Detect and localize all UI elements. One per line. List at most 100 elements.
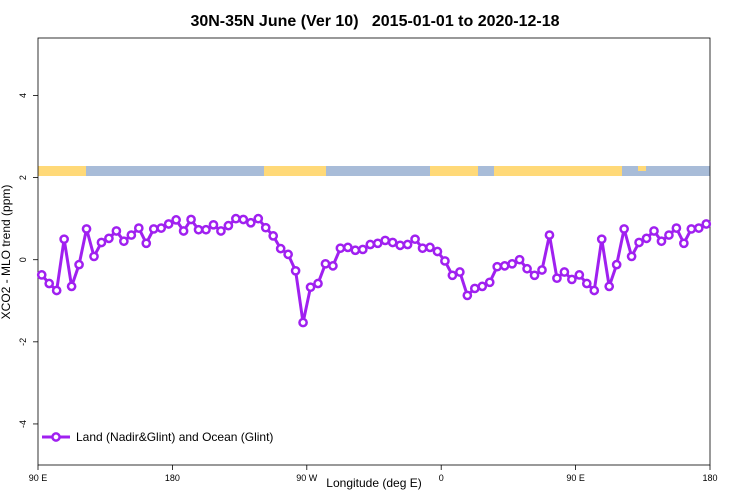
chart-title: 30N-35N June (Ver 10) 2015-01-01 to 2020… bbox=[190, 13, 559, 30]
data-point bbox=[104, 233, 114, 244]
legend-marker bbox=[51, 432, 61, 442]
legend-label: Land (Nadir&Glint) and Ocean (Glint) bbox=[76, 430, 273, 444]
data-point bbox=[402, 239, 413, 250]
y-tick-label: 2 bbox=[18, 175, 28, 180]
data-point bbox=[455, 267, 465, 277]
series-line bbox=[40, 216, 707, 323]
data-point bbox=[634, 237, 644, 248]
data-point bbox=[335, 243, 346, 254]
data-point bbox=[693, 223, 704, 233]
y-tick-label: -4 bbox=[18, 420, 28, 428]
data-point bbox=[522, 263, 532, 274]
data-point bbox=[649, 226, 659, 236]
x-tick-label: 90 E bbox=[29, 473, 48, 483]
data-point bbox=[81, 224, 92, 234]
data-point bbox=[283, 249, 293, 260]
data-point bbox=[604, 281, 615, 292]
data-point bbox=[544, 230, 555, 240]
data-point bbox=[74, 259, 84, 270]
data-point bbox=[59, 234, 69, 245]
data-point bbox=[350, 245, 361, 256]
data-point bbox=[499, 261, 510, 271]
data-point bbox=[44, 278, 55, 289]
data-point bbox=[484, 277, 495, 288]
data-point bbox=[507, 258, 517, 269]
data-point bbox=[701, 219, 712, 229]
data-point bbox=[223, 220, 234, 231]
data-point bbox=[619, 224, 629, 234]
data-point bbox=[567, 274, 577, 285]
data-point bbox=[559, 267, 570, 277]
data-point bbox=[268, 231, 279, 241]
x-axis-label: Longitude (deg E) bbox=[326, 476, 421, 490]
data-point bbox=[186, 214, 196, 225]
data-point bbox=[96, 237, 107, 248]
data-point bbox=[357, 244, 368, 255]
x-tick-label: 180 bbox=[165, 473, 180, 483]
data-point bbox=[552, 273, 562, 284]
data-point bbox=[126, 230, 137, 240]
data-point bbox=[119, 236, 129, 247]
data-point bbox=[671, 223, 682, 233]
data-point bbox=[626, 251, 637, 262]
data-point bbox=[537, 265, 547, 275]
data-point bbox=[313, 278, 323, 289]
data-point bbox=[447, 270, 458, 281]
data-point bbox=[492, 261, 503, 272]
data-point bbox=[298, 317, 308, 328]
x-tick-label: 90 W bbox=[296, 473, 318, 483]
land-ocean-strip bbox=[38, 166, 710, 176]
legend: Land (Nadir&Glint) and Ocean (Glint) bbox=[42, 430, 273, 444]
data-point bbox=[290, 265, 301, 276]
data-point bbox=[425, 242, 435, 253]
data-point bbox=[469, 283, 480, 294]
data-point bbox=[611, 259, 622, 270]
data-point bbox=[679, 238, 689, 249]
y-tick-label: -2 bbox=[18, 338, 28, 346]
data-point bbox=[686, 224, 697, 234]
data-point bbox=[365, 239, 376, 250]
data-point bbox=[201, 224, 211, 235]
data-point bbox=[343, 242, 353, 253]
data-point bbox=[581, 278, 592, 289]
data-point bbox=[440, 256, 450, 266]
plot-frame bbox=[37, 37, 711, 466]
data-point bbox=[260, 222, 271, 233]
data-point bbox=[216, 226, 226, 236]
data-point bbox=[156, 223, 167, 233]
data-point bbox=[231, 213, 241, 224]
data-point bbox=[238, 214, 249, 225]
data-point bbox=[328, 261, 338, 271]
data-point bbox=[320, 258, 331, 269]
data-point bbox=[178, 226, 189, 236]
data-point bbox=[36, 270, 47, 280]
x-tick-label: 90 E bbox=[566, 473, 585, 483]
data-point bbox=[141, 238, 152, 249]
y-axis-label: XCO2 - MLO trend (ppm) bbox=[0, 185, 13, 320]
data-point bbox=[664, 230, 674, 240]
data-point bbox=[574, 270, 585, 280]
data-point bbox=[477, 281, 488, 292]
data-point bbox=[514, 254, 525, 265]
data-point bbox=[410, 234, 420, 245]
data-point bbox=[305, 282, 316, 293]
data-point bbox=[133, 223, 144, 233]
data-point bbox=[417, 243, 428, 254]
data-point bbox=[253, 213, 264, 224]
data-point bbox=[380, 235, 391, 246]
data-point bbox=[529, 270, 540, 281]
data-point bbox=[462, 290, 473, 301]
data-point bbox=[163, 219, 174, 229]
data-point bbox=[66, 281, 77, 292]
data-point bbox=[395, 240, 405, 251]
y-tick-label: 0 bbox=[18, 257, 28, 262]
data-point bbox=[111, 226, 122, 236]
data-point bbox=[372, 238, 383, 249]
data-point bbox=[641, 233, 652, 244]
x-tick-label: 0 bbox=[439, 473, 444, 483]
data-point bbox=[51, 285, 62, 296]
data-point bbox=[245, 217, 256, 228]
data-point bbox=[589, 285, 600, 296]
data-point bbox=[171, 215, 181, 225]
